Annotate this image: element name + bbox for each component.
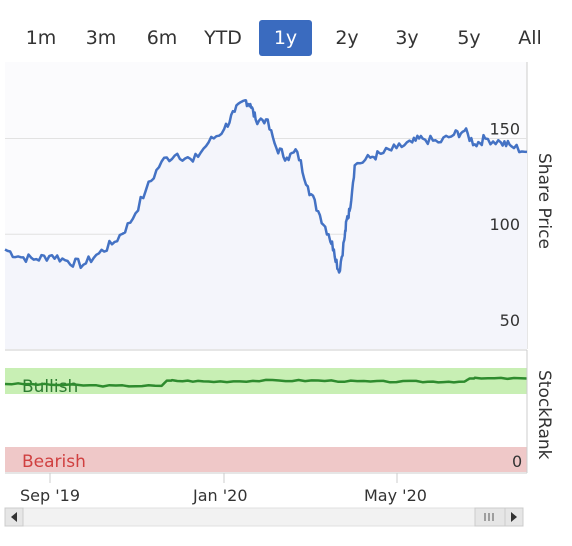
stockrank-line	[4, 376, 528, 388]
share-price-axis-label: Share Price	[534, 153, 554, 249]
bearish-band	[5, 447, 527, 472]
stockrank-axis-label: StockRank	[534, 370, 554, 460]
grip-icon	[484, 513, 494, 521]
range-selector: 1m 3m 6m YTD 1y 2y 3y 5y All	[0, 14, 572, 58]
bearish-label: Bearish	[22, 452, 86, 472]
x-label-sep-19: Sep '19	[20, 486, 80, 505]
navigator-scroll-handle[interactable]	[474, 507, 506, 527]
price-tick-50: 50	[500, 311, 520, 330]
navigator-scrollbar-track[interactable]	[4, 507, 524, 527]
range-5y[interactable]: 5y	[457, 27, 481, 49]
range-2y[interactable]: 2y	[335, 27, 359, 49]
navigator-left-arrow-icon	[11, 512, 17, 522]
range-6m[interactable]: 6m	[146, 27, 178, 49]
stockrank-zero-tick: 0	[512, 452, 522, 471]
range-1m[interactable]: 1m	[25, 27, 57, 49]
price-area	[5, 100, 527, 349]
range-3m[interactable]: 3m	[85, 27, 117, 49]
range-3y[interactable]: 3y	[395, 27, 419, 49]
bullish-label: Bullish	[22, 377, 78, 397]
range-all[interactable]: All	[518, 27, 542, 49]
x-label-may-20: May '20	[364, 486, 427, 505]
price-line	[4, 99, 528, 274]
range-ytd[interactable]: YTD	[204, 27, 242, 49]
price-tick-150: 150	[489, 120, 520, 139]
range-1y[interactable]: 1y	[259, 20, 312, 56]
x-label-jan-20: Jan '20	[192, 486, 248, 505]
navigator-right-arrow-icon	[511, 512, 517, 522]
price-tick-100: 100	[489, 215, 520, 234]
